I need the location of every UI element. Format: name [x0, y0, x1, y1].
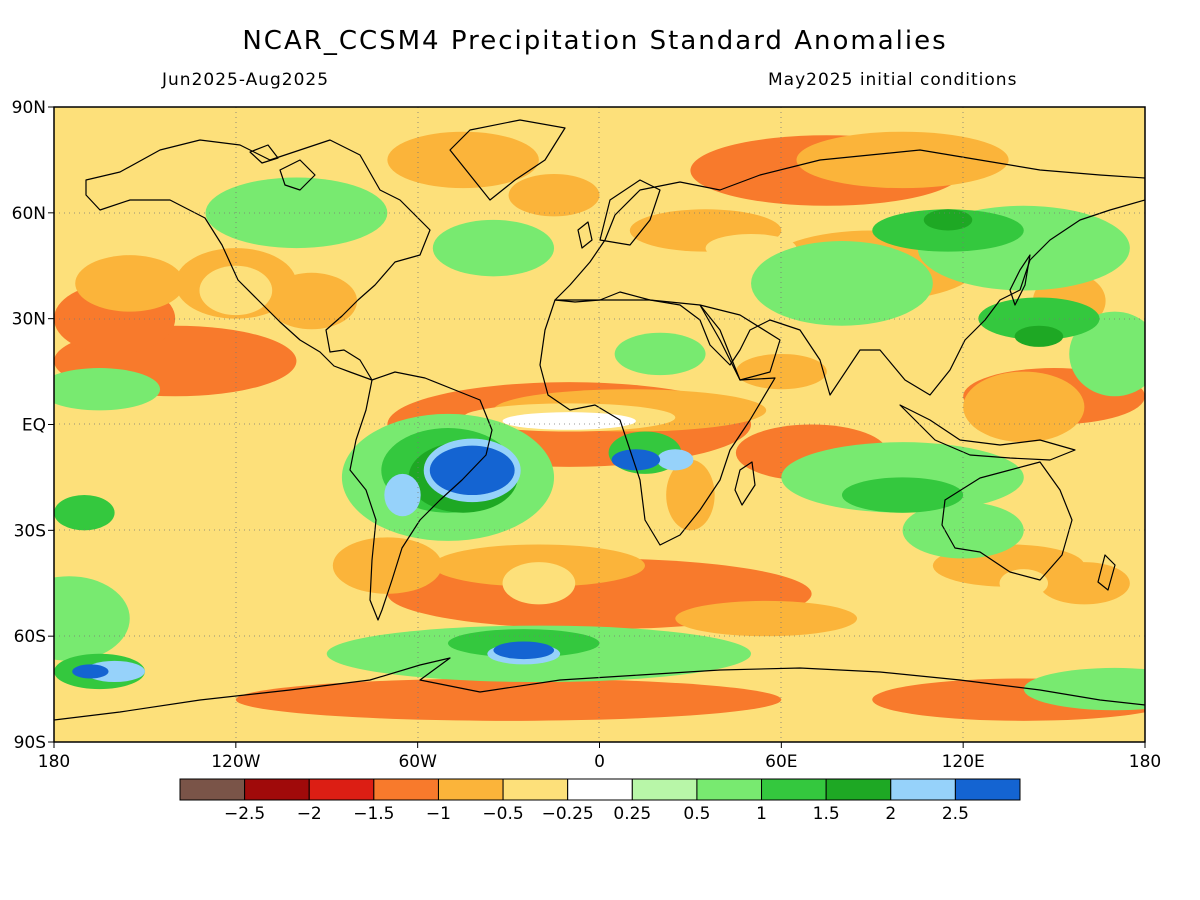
lon-tick-label: 0	[594, 752, 605, 772]
anomaly-patch	[508, 174, 600, 217]
anomaly-patch	[235, 678, 782, 721]
anomaly-field	[54, 107, 1145, 742]
colorbar-label: −2.5	[224, 804, 265, 824]
lat-tick-label: 90S	[14, 733, 46, 753]
lon-tick-label: 120E	[942, 752, 985, 772]
anomaly-patch	[705, 234, 797, 263]
anomaly-patch	[963, 371, 1085, 443]
anomaly-patch	[657, 449, 694, 471]
lon-tick-label: 60E	[765, 752, 797, 772]
colorbar-label: 2.5	[942, 804, 969, 824]
colorbar-swatch	[308, 778, 375, 801]
colorbar: −2.5 −2 −1.5 −1 −0.5 −0.25 0.25 0.5 1 1.5 2 2.5	[179, 778, 1021, 824]
anomaly-patch	[1038, 562, 1130, 605]
colorbar-swatch	[761, 778, 827, 801]
colorbar-swatch	[890, 778, 956, 801]
lat-tick-label: 60S	[14, 627, 46, 647]
anomaly-patch	[72, 664, 109, 679]
lon-tick-label: 120W	[211, 752, 260, 772]
colorbar-label: 0.25	[613, 804, 651, 824]
coastlines	[54, 119, 1145, 721]
colorbar-swatch	[244, 778, 310, 801]
longitude-axis: 180 120W 60W 0 60E 120E 180	[38, 742, 1161, 772]
anomaly-patch	[1069, 311, 1145, 397]
anomaly-patch	[666, 459, 715, 531]
anomaly-patch	[332, 537, 442, 594]
anomaly-patch	[54, 576, 130, 661]
lon-tick-label: 180	[38, 752, 70, 772]
anomaly-patch	[75, 255, 185, 312]
colorbar-swatch	[373, 778, 439, 801]
colorbar-swatch	[179, 778, 246, 801]
anomaly-patch	[902, 502, 1024, 559]
colorbar-label: 2	[885, 804, 896, 824]
anomaly-patch	[387, 131, 539, 189]
lat-tick-label: EQ	[22, 416, 46, 436]
colorbar-swatch	[954, 778, 1021, 801]
colorbar-swatch	[502, 778, 569, 801]
lat-tick-label: 90N	[12, 98, 46, 118]
anomaly-patch	[978, 297, 1100, 340]
colorbar-label: 1.5	[813, 804, 840, 824]
anomaly-patch	[923, 209, 973, 231]
chart-title: NCAR_CCSM4 Precipitation Standard Anomal…	[242, 26, 948, 56]
anomaly-patch	[841, 477, 964, 513]
anomaly-patch	[1023, 667, 1145, 711]
lat-tick-label: 30S	[14, 521, 46, 541]
anomaly-patch	[502, 412, 636, 430]
lat-tick-label: 30N	[12, 310, 46, 330]
lat-tick-label: 60N	[12, 204, 46, 224]
colorbar-label: 0.5	[683, 804, 710, 824]
colorbar-label: −0.5	[482, 804, 523, 824]
colorbar-swatch	[825, 778, 892, 801]
anomaly-patch	[751, 241, 933, 326]
colorbar-swatch	[696, 778, 763, 801]
anomaly-patch	[432, 219, 555, 277]
colorbar-label: −1.5	[353, 804, 394, 824]
anomaly-patch	[999, 569, 1049, 598]
anomaly-patch	[675, 600, 858, 637]
anomaly-patch	[429, 445, 515, 496]
anomaly-patch	[502, 562, 576, 605]
anomaly-patch	[54, 368, 161, 411]
anomaly-patch	[266, 272, 358, 330]
graticule	[54, 107, 1145, 742]
colorbar-label: −1	[426, 804, 451, 824]
lon-tick-label: 60W	[398, 752, 437, 772]
anomaly-patch	[54, 495, 115, 531]
colorbar-label: 1	[756, 804, 767, 824]
anomaly-patch	[1014, 325, 1064, 347]
anomaly-patch	[735, 353, 827, 390]
initial-conditions-label: May2025 initial conditions	[768, 70, 1018, 90]
colorbar-label: −2	[297, 804, 322, 824]
anomaly-patch	[199, 265, 273, 316]
anomaly-patch	[493, 641, 555, 660]
colorbar-label: −0.25	[542, 804, 594, 824]
anomaly-patch	[384, 473, 421, 517]
latitude-axis: 90N 60N 30N EQ 30S 60S 90S	[12, 98, 54, 753]
anomaly-patch	[611, 449, 661, 471]
lon-tick-label: 180	[1129, 752, 1161, 772]
anomaly-patch	[614, 332, 706, 376]
anomaly-patch	[872, 209, 1024, 252]
colorbar-swatch	[631, 778, 698, 801]
forecast-period: Jun2025-Aug2025	[162, 70, 330, 90]
anomaly-patch	[796, 131, 1009, 189]
colorbar-swatch	[567, 778, 633, 801]
anomaly-patch	[205, 177, 388, 249]
colorbar-swatch	[437, 778, 504, 801]
